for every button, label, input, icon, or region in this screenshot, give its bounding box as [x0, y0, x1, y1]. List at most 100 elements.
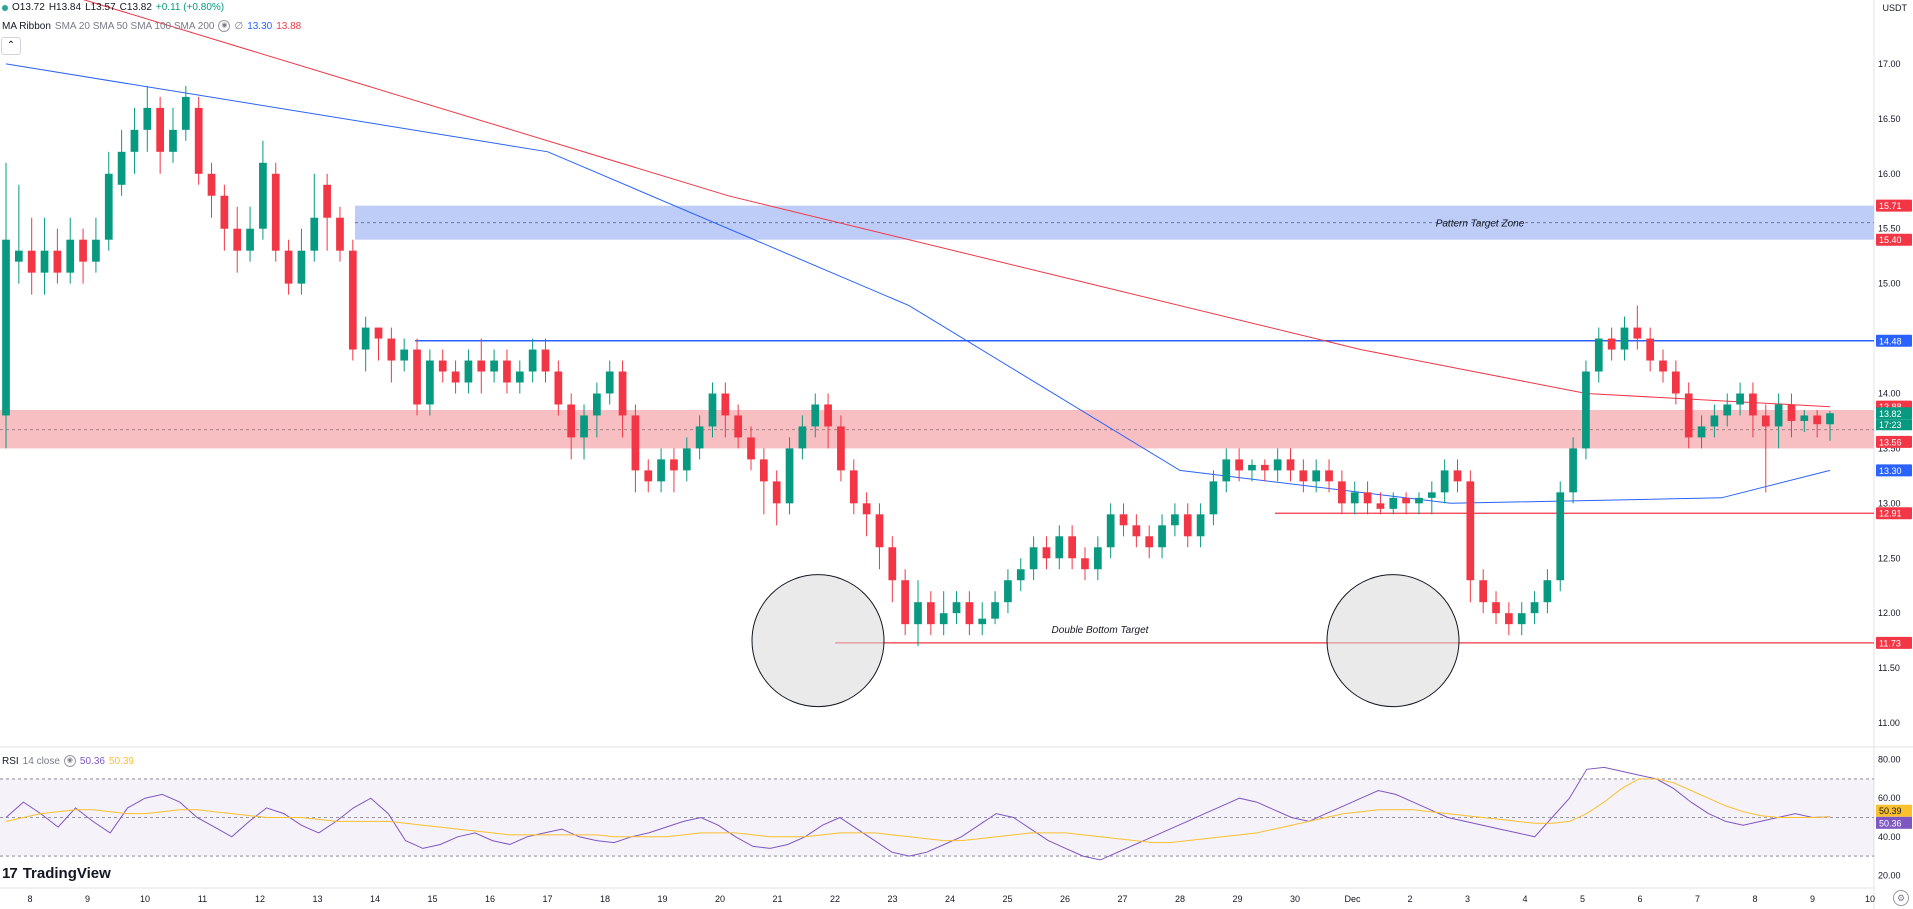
- candle-body: [901, 580, 910, 625]
- candle-body: [477, 360, 486, 372]
- candle-body: [451, 371, 460, 383]
- candle-body: [515, 371, 524, 383]
- candle-body: [1427, 492, 1436, 498]
- time-tick-label: 10: [140, 894, 150, 904]
- candle-body: [1363, 492, 1372, 504]
- ma-ribbon-empty-value: ∅: [234, 20, 244, 32]
- candle-body: [1607, 338, 1616, 350]
- candle-body: [785, 448, 794, 504]
- rsi-value-tag: [1876, 816, 1912, 829]
- price-tick-label: 16.00: [1878, 169, 1901, 179]
- candle-body: [1787, 404, 1796, 421]
- candle-body: [708, 393, 717, 427]
- candle-body: [1248, 464, 1256, 471]
- candle-body: [14, 250, 23, 262]
- ma-ribbon-value-2: 13.88: [276, 20, 302, 32]
- rsi-line: [5, 766, 1831, 861]
- candle-body: [991, 602, 999, 619]
- price-tick-label: 12.50: [1878, 553, 1901, 563]
- candle-body: [207, 173, 216, 196]
- ma-ribbon-name: MA Ribbon: [2, 20, 51, 32]
- time-tick-label: 18: [600, 894, 610, 904]
- rsi-legend[interactable]: RSI 14 close ◉ 50.36 50.39: [2, 755, 134, 767]
- rsi-ma-line: [5, 778, 1831, 844]
- candle-body: [618, 371, 627, 416]
- candle-body: [1183, 514, 1192, 537]
- candle-body: [1813, 415, 1822, 425]
- countdown-tag: [1876, 419, 1912, 431]
- candle-body: [1466, 481, 1475, 581]
- time-tick-label: 15: [427, 894, 437, 904]
- candle-body: [695, 426, 704, 449]
- time-tick-label: 12: [255, 894, 265, 904]
- candle-body: [1106, 514, 1115, 548]
- visibility-eye-icon[interactable]: ◉: [218, 20, 231, 32]
- candle-body: [567, 404, 576, 438]
- candle-body: [1376, 503, 1385, 509]
- candle-body: [760, 459, 768, 482]
- candle-body: [1697, 426, 1706, 438]
- candle-body: [297, 250, 306, 284]
- candle-body: [1569, 448, 1577, 493]
- time-tick-label: 21: [772, 894, 782, 904]
- candle-body: [952, 602, 961, 614]
- chart-settings-gear-icon[interactable]: ⚙: [1893, 890, 1909, 906]
- time-tick-label: 11: [198, 894, 207, 904]
- candle-body: [413, 349, 421, 405]
- candle-body: [1209, 481, 1218, 515]
- candle-body: [605, 371, 614, 394]
- candle-body: [1029, 547, 1038, 570]
- candle-body: [1800, 415, 1809, 421]
- price-label-tag: [1876, 334, 1912, 347]
- candle-body: [1068, 536, 1076, 559]
- candle-body: [117, 151, 126, 185]
- candle-body: [1389, 497, 1398, 509]
- candle-body: [1081, 558, 1089, 570]
- candle-body: [1016, 569, 1025, 581]
- candle-body: [1338, 481, 1346, 504]
- pattern-target-zone-label: Pattern Target Zone: [1436, 219, 1525, 230]
- time-tick-label: 10: [1865, 894, 1875, 904]
- candle-body: [66, 239, 75, 273]
- candle-body: [682, 448, 691, 471]
- candle-body: [1530, 602, 1539, 614]
- candle-body: [1736, 393, 1744, 405]
- time-tick-label: 8: [1752, 894, 1757, 904]
- candle-body: [1723, 404, 1732, 416]
- candle-body: [27, 250, 36, 273]
- candle-body: [1761, 415, 1770, 427]
- ma-ribbon-legend[interactable]: MA Ribbon SMA 20 SMA 50 SMA 100 SMA 200 …: [2, 20, 301, 32]
- price-label-tag: [1876, 435, 1912, 448]
- candle-body: [1543, 580, 1552, 603]
- price-label-tag: [1876, 464, 1912, 477]
- time-tick-label: 22: [830, 894, 840, 904]
- ohlc-close: C13.82: [119, 2, 152, 13]
- candle-body: [1492, 602, 1500, 614]
- symbol-status-icon: [2, 4, 8, 11]
- time-tick-label: 13: [312, 894, 322, 904]
- price-tick-label: 11.00: [1878, 718, 1900, 728]
- candle-body: [772, 481, 781, 504]
- candle-body: [53, 250, 62, 273]
- ohlc-open: O13.72: [12, 2, 45, 13]
- price-tick-label: 13.00: [1878, 498, 1901, 508]
- candle-body: [336, 217, 344, 251]
- candle-body: [233, 228, 242, 251]
- currency-selector[interactable]: USDT: [1882, 3, 1908, 13]
- candle-body: [1672, 371, 1680, 394]
- double-bottom-circle-left: [751, 574, 885, 708]
- candle-body: [978, 618, 987, 625]
- candle-body: [400, 349, 409, 361]
- collapse-legend-button[interactable]: ⌃: [1, 37, 21, 55]
- time-tick-label: 7: [1695, 894, 1700, 904]
- price-label-tag: [1876, 233, 1912, 246]
- candle-body: [875, 514, 884, 548]
- candle-body: [528, 349, 537, 372]
- sma-red-line: [82, 0, 1831, 408]
- candle-body: [1273, 459, 1282, 471]
- rsi-visibility-eye-icon[interactable]: ◉: [63, 755, 76, 767]
- price-label-tag: [1876, 199, 1912, 212]
- candle-body: [220, 195, 229, 229]
- candle-body: [143, 107, 152, 130]
